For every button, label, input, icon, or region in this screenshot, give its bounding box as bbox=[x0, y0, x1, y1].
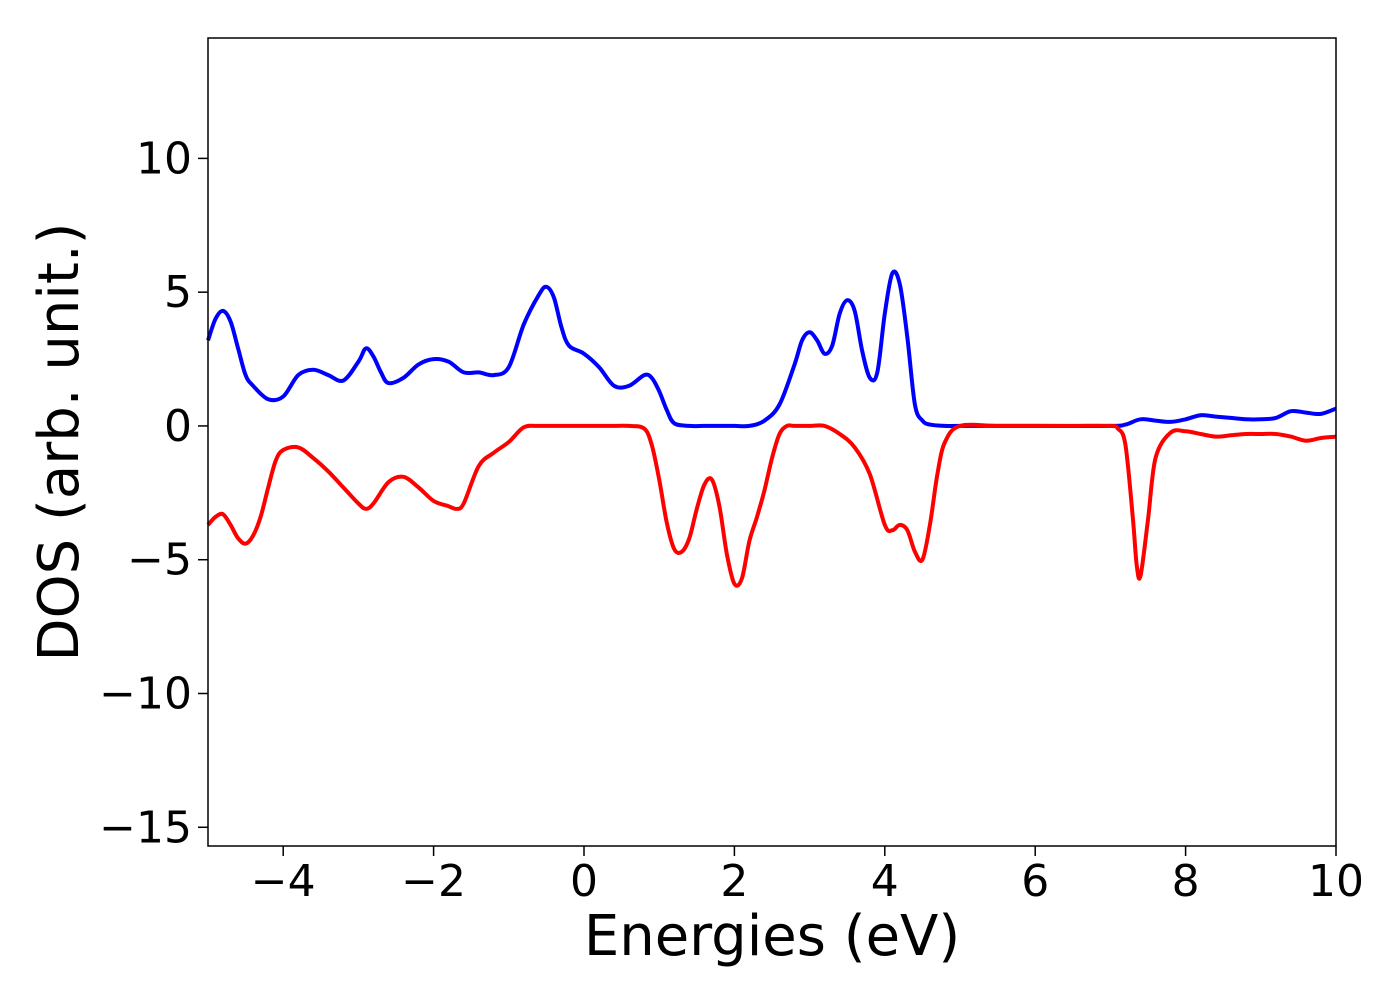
plot-frame bbox=[207, 37, 1337, 847]
x-axis-label: Energies (eV) bbox=[584, 904, 960, 969]
x-tick-label: −4 bbox=[251, 856, 316, 907]
y-tick-label: −15 bbox=[99, 802, 192, 853]
y-tick-label: −5 bbox=[127, 535, 192, 586]
y-tick-label: −10 bbox=[99, 668, 192, 719]
x-tick-label: −2 bbox=[401, 856, 466, 907]
x-axis-ticks: −4 −2 0 2 4 6 8 10 bbox=[251, 846, 1364, 907]
y-axis-label: DOS (arb. unit.) bbox=[27, 222, 92, 661]
y-tick-label: 10 bbox=[136, 133, 192, 184]
series-line-1 bbox=[206, 269, 1337, 429]
y-tick-label: 0 bbox=[164, 401, 192, 452]
x-tick-label: 2 bbox=[720, 856, 748, 907]
y-axis-ticks: −15 −10 −5 0 5 10 bbox=[99, 133, 208, 853]
x-tick-label: 10 bbox=[1308, 856, 1364, 907]
series-line-2 bbox=[206, 422, 1337, 588]
y-tick-label: 5 bbox=[164, 267, 192, 318]
x-tick-label: 4 bbox=[871, 856, 899, 907]
x-tick-label: 6 bbox=[1021, 856, 1049, 907]
x-tick-label: 8 bbox=[1172, 856, 1200, 907]
x-tick-label: 0 bbox=[570, 856, 598, 907]
plot-lines bbox=[206, 269, 1337, 588]
